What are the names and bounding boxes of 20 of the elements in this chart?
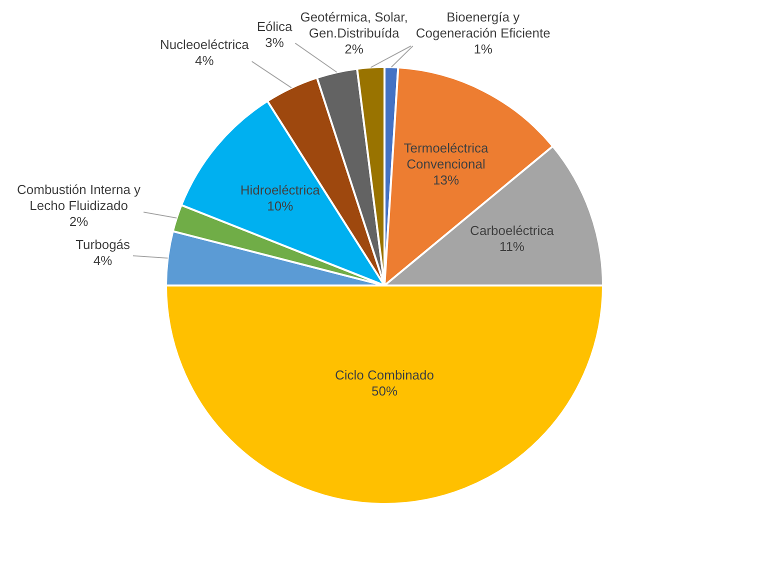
- data-label: 13%: [432, 172, 460, 188]
- data-label: 3%: [265, 34, 284, 50]
- slice-label: Turbogás: [76, 236, 131, 252]
- slice-label: Carboeléctrica: [470, 223, 555, 238]
- data-label: 50%: [371, 383, 398, 398]
- data-label: 1%: [474, 42, 493, 57]
- slice-label: Hidroeléctrica: [240, 182, 321, 198]
- slice-label: Bioenergía y Cogeneración Eficiente: [416, 10, 550, 41]
- slice-label: Geotérmica, Solar, Gen.Distribuída: [300, 10, 408, 41]
- data-label: 4%: [194, 52, 214, 68]
- slice-label: Termoeléctrica Convencional: [404, 140, 490, 172]
- data-label: 11%: [499, 239, 525, 254]
- data-label: 2%: [69, 214, 89, 229]
- slice-label: Nucleoeléctrica: [160, 36, 250, 52]
- data-label: 10%: [267, 198, 294, 214]
- slice-label: Eólica: [256, 18, 293, 34]
- slice-label: Combustión Interna y Lecho Fluidizado: [16, 182, 142, 213]
- data-label: 4%: [93, 252, 113, 268]
- data-label: 2%: [344, 42, 364, 57]
- slice-label: Ciclo Combinado: [335, 367, 434, 382]
